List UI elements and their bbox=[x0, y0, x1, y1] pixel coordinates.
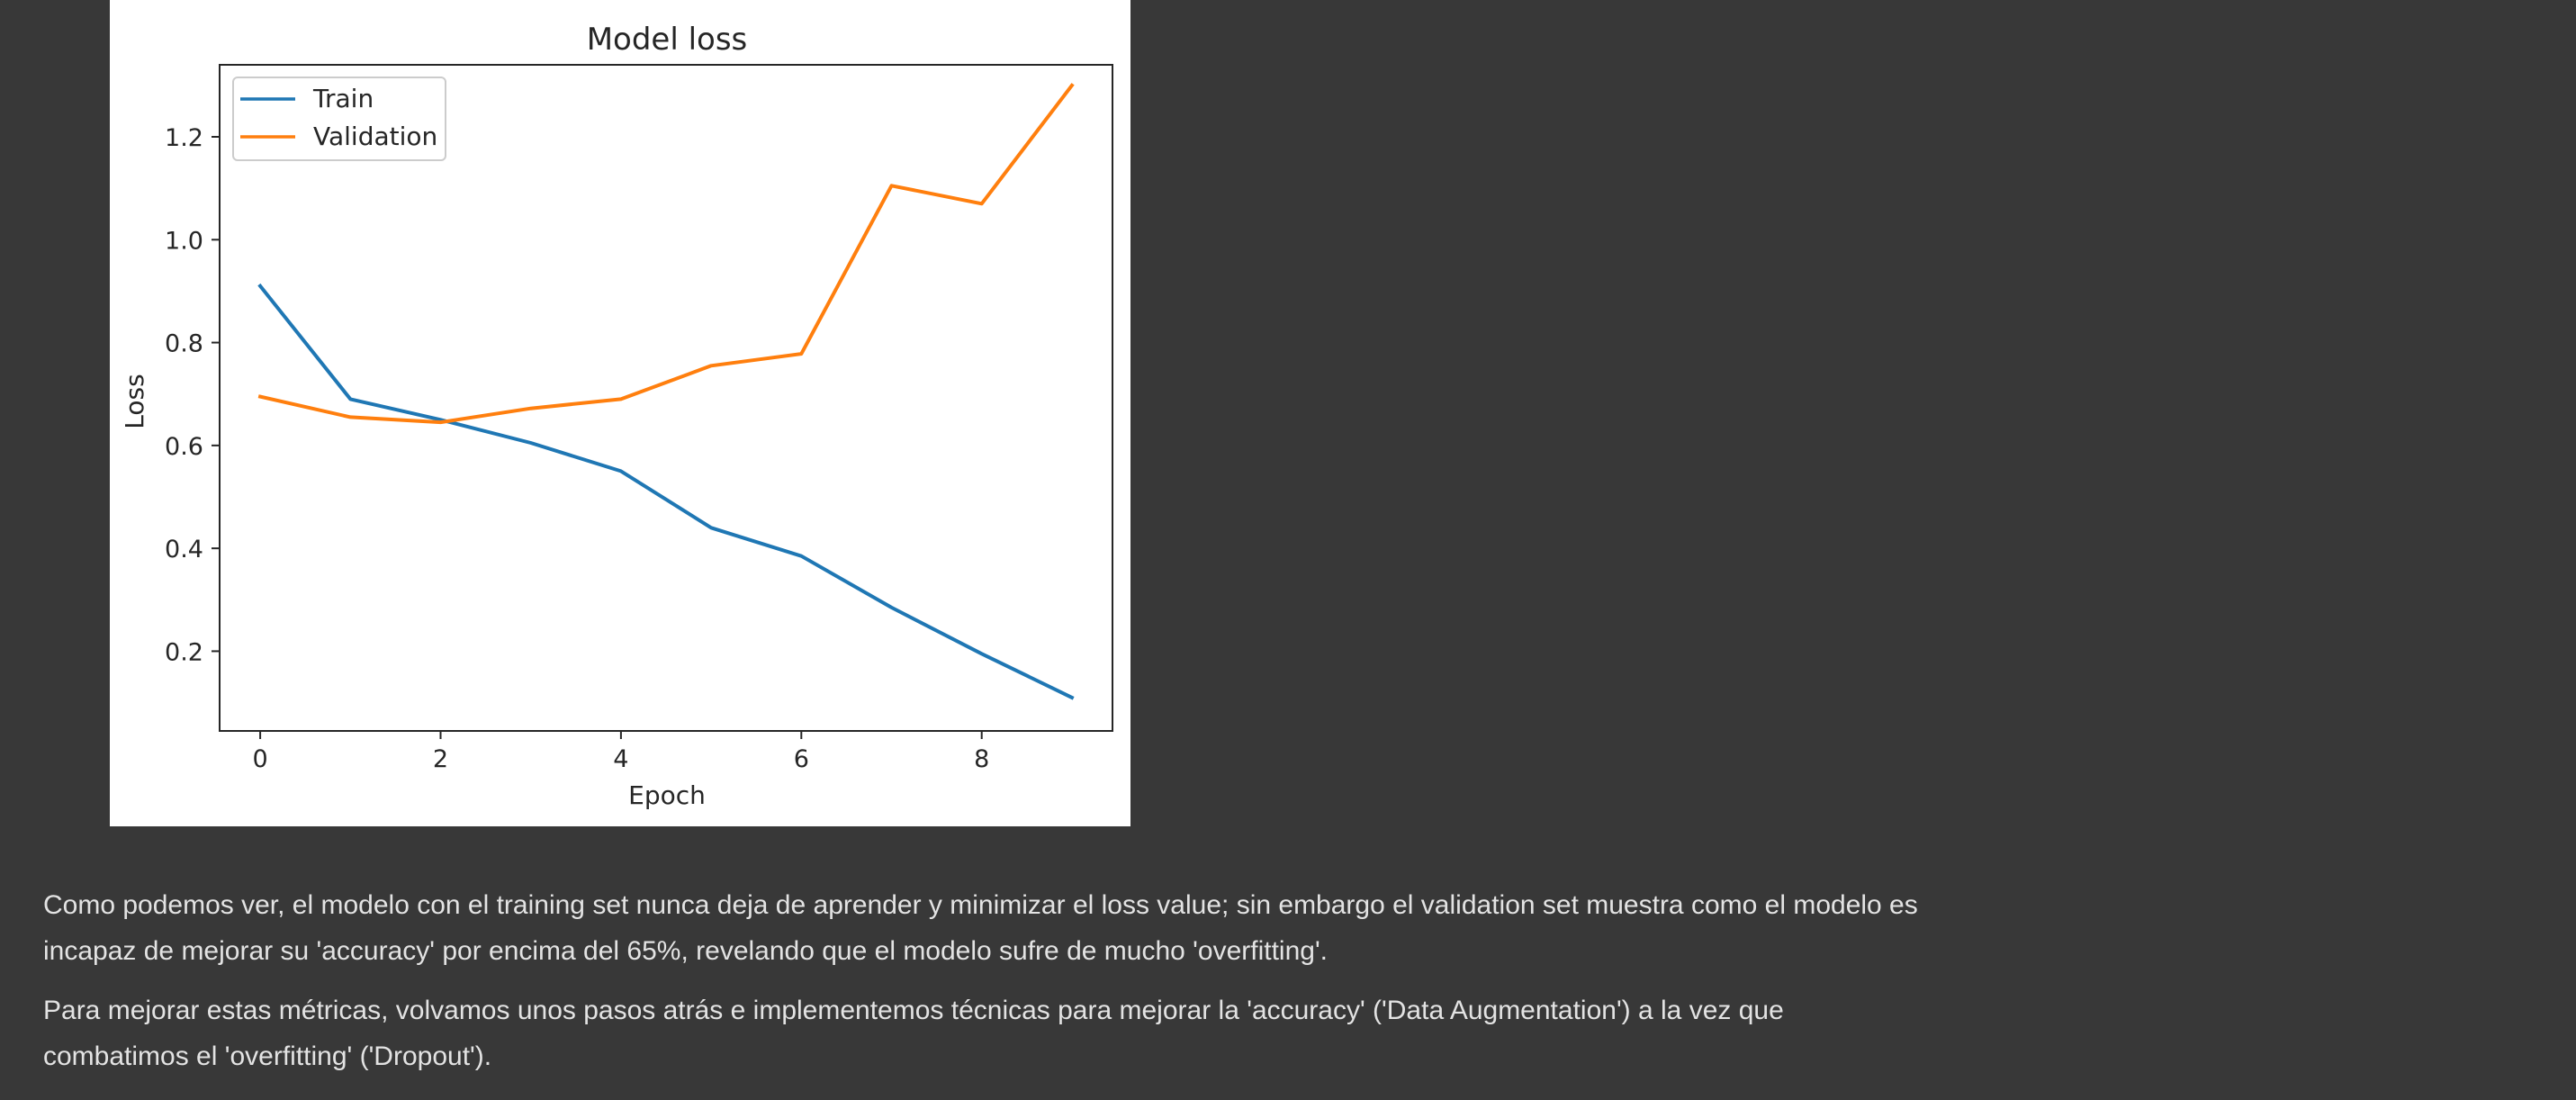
model-loss-chart: 0 2 4 6 8 0.2 0.4 0.6 0.8 1.0 1.2 Model loss Epoch… bbox=[120, 22, 1113, 810]
x-axis-label: Epoch bbox=[628, 780, 706, 810]
x-tick-label: 8 bbox=[974, 745, 989, 773]
series-line-train bbox=[257, 283, 1075, 700]
plot-frame bbox=[219, 64, 1113, 732]
paragraph-next-steps: Para mejorar estas métricas, volvamos un… bbox=[43, 996, 1784, 1071]
x-tick-label: 2 bbox=[433, 745, 448, 773]
y-tick-label: 0.4 bbox=[165, 536, 203, 564]
y-tick-label: 0.8 bbox=[165, 330, 203, 358]
chart-title: Model loss bbox=[587, 22, 748, 58]
y-tick-label: 1.2 bbox=[165, 124, 203, 152]
chart-image: 0 2 4 6 8 0.2 0.4 0.6 0.8 1.0 1.2 Model loss Epoch… bbox=[110, 0, 1130, 826]
paragraph-overfitting-observation: Como podemos ver, el modelo con el train… bbox=[43, 890, 1918, 966]
series-lines bbox=[257, 83, 1075, 700]
legend-label-validation: Validation bbox=[313, 122, 437, 151]
plot-area bbox=[219, 64, 1113, 732]
legend-label-train: Train bbox=[312, 84, 374, 113]
y-tick-label: 0.2 bbox=[165, 638, 203, 666]
axis-ticks: 0 2 4 6 8 0.2 0.4 0.6 0.8 1.0 1.2 bbox=[165, 124, 989, 773]
y-tick-label: 0.6 bbox=[165, 433, 203, 461]
x-tick-label: 6 bbox=[794, 745, 809, 773]
series-line-validation bbox=[257, 83, 1075, 425]
legend: Train Validation bbox=[232, 77, 446, 161]
x-tick-label: 4 bbox=[613, 745, 628, 773]
x-tick-label: 0 bbox=[252, 745, 267, 773]
markdown-cell: Como podemos ver, el modelo con el train… bbox=[43, 882, 1933, 1093]
y-axis-label: Loss bbox=[120, 374, 149, 428]
y-tick-label: 1.0 bbox=[165, 227, 203, 255]
